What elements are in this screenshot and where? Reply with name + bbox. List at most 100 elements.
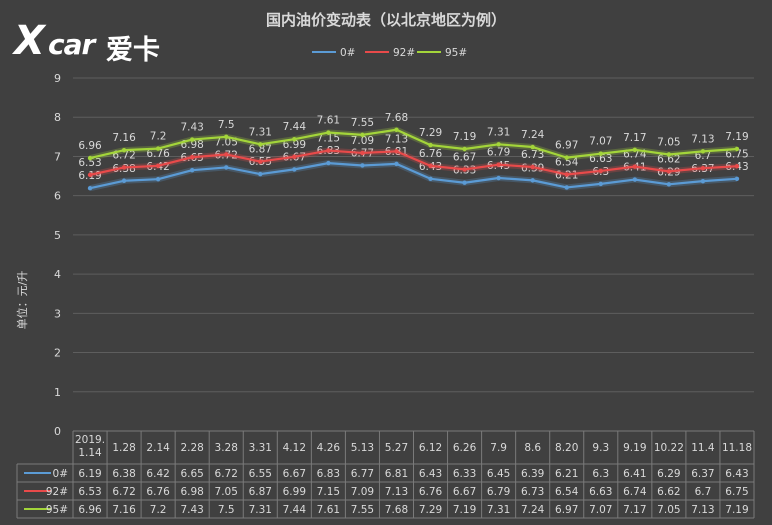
table-cell: 7.44	[283, 504, 307, 516]
table-cell: 6.3	[592, 468, 609, 480]
data-point	[632, 147, 638, 152]
table-cell: 7.13	[385, 486, 408, 498]
data-label: 7.2	[150, 131, 167, 143]
data-label: 6.63	[589, 153, 612, 165]
data-label: 6.73	[521, 149, 544, 161]
table-series-name: 92#	[46, 486, 68, 498]
data-point	[496, 162, 501, 167]
data-label: 7.07	[589, 136, 612, 148]
data-point	[598, 151, 603, 156]
data-point	[734, 164, 740, 169]
legend-label: 0#	[340, 47, 355, 59]
x-tick-label: 4.26	[317, 442, 341, 454]
table-cell: 6.99	[283, 486, 306, 498]
x-tick-label: 5.27	[385, 442, 408, 454]
x-tick-label: 6.12	[419, 442, 442, 454]
data-point	[292, 154, 297, 160]
data-point	[189, 167, 195, 173]
data-label: 6.7	[695, 150, 712, 162]
data-point	[121, 147, 127, 153]
table-series-name: 95#	[46, 504, 68, 516]
data-point	[428, 163, 433, 169]
table-cell: 6.38	[112, 468, 135, 480]
table-cell: 6.39	[521, 468, 544, 480]
table-cell: 6.53	[78, 486, 101, 498]
data-point	[224, 152, 229, 157]
table-cell: 6.98	[180, 486, 203, 498]
data-point	[462, 180, 467, 185]
table-cell: 7.19	[725, 504, 748, 516]
x-tick-label: 9.3	[592, 442, 609, 454]
table-cell: 6.76	[419, 486, 443, 498]
data-point	[564, 155, 569, 160]
data-label: 7.5	[218, 119, 235, 131]
data-label: 7.16	[112, 132, 136, 144]
table-cell: 6.43	[725, 468, 748, 480]
data-label: 6.76	[419, 148, 443, 160]
data-point	[360, 163, 365, 168]
x-tick-label: 7.9	[490, 442, 507, 454]
data-label: 7.29	[419, 127, 442, 139]
data-point	[666, 152, 672, 157]
data-point	[564, 185, 569, 190]
data-point	[598, 181, 603, 187]
data-point	[462, 167, 467, 172]
data-label: 6.54	[555, 156, 579, 168]
x-tick-label: 8.20	[555, 442, 578, 454]
x-tick-label: 10.22	[654, 442, 684, 454]
data-point	[496, 142, 501, 147]
data-point	[189, 155, 195, 160]
data-point	[564, 172, 569, 177]
legend-label: 92#	[393, 47, 415, 59]
data-point	[258, 159, 263, 164]
table-cell: 7.31	[249, 504, 272, 516]
data-point	[632, 164, 638, 169]
table-cell: 7.29	[419, 504, 442, 516]
data-point	[360, 150, 365, 156]
data-label: 7.19	[453, 131, 476, 143]
data-point	[258, 171, 263, 177]
data-point	[326, 148, 331, 153]
data-label: 6.99	[283, 139, 306, 151]
logo-cn: 爱卡	[106, 35, 160, 66]
data-point	[87, 186, 93, 191]
x-tick-label: 11.18	[722, 442, 752, 454]
data-label: 7.09	[351, 135, 374, 147]
data-point	[87, 172, 93, 178]
table-cell: 6.62	[657, 486, 680, 498]
table-cell: 7.2	[150, 504, 167, 516]
chart-title: 国内油价变动表（以北京地区为例）	[265, 11, 506, 29]
table-series-name: 0#	[53, 468, 68, 480]
table-cell: 6.37	[691, 468, 714, 480]
data-label: 7.31	[487, 126, 510, 138]
data-point	[326, 130, 331, 135]
data-label: 7.24	[521, 129, 545, 141]
data-point	[121, 178, 127, 183]
data-point	[121, 165, 127, 170]
table-cell: 7.07	[589, 504, 612, 516]
data-point	[734, 146, 740, 152]
table-cell: 6.75	[725, 486, 748, 498]
table-cell: 7.61	[317, 504, 340, 516]
data-point	[530, 144, 535, 150]
x-tick-label: 6.26	[453, 442, 477, 454]
table-cell: 6.72	[112, 486, 135, 498]
y-tick-label: 5	[54, 229, 61, 242]
table-cell: 7.15	[317, 486, 340, 498]
table-cell: 6.55	[249, 468, 272, 480]
table-cell: 7.17	[623, 504, 646, 516]
table-cell: 7.05	[215, 486, 238, 498]
table-cell: 6.33	[453, 468, 476, 480]
data-point	[598, 168, 603, 174]
data-label: 6.75	[725, 148, 748, 160]
data-label: 7.68	[385, 112, 408, 124]
data-label: 6.97	[555, 140, 578, 152]
y-tick-label: 3	[54, 307, 61, 320]
table-cell: 6.87	[249, 486, 272, 498]
data-point	[394, 127, 399, 132]
logo-x: X	[14, 18, 45, 64]
table-cell: 6.77	[351, 468, 374, 480]
data-label: 7.55	[351, 117, 374, 129]
table-cell: 6.83	[317, 468, 340, 480]
